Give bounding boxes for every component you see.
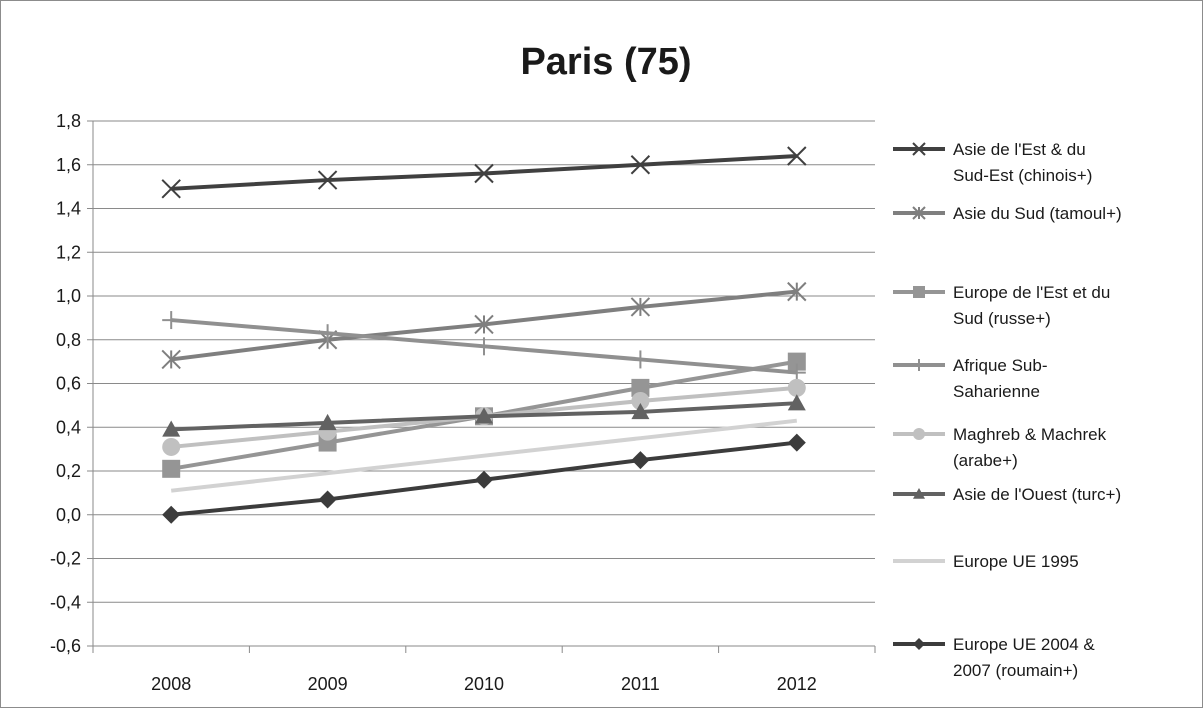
data-point-square [162, 459, 181, 478]
series-5 [162, 394, 806, 437]
y-tick-label: 0,2 [56, 461, 81, 481]
legend-label: Europe UE 1995 [953, 552, 1079, 571]
x-tick-label: 2011 [621, 674, 660, 694]
data-point-diamond [631, 451, 650, 470]
marker-stroke [161, 179, 181, 199]
data-point-star [912, 206, 926, 220]
series-lines [161, 146, 807, 524]
series-3 [162, 311, 806, 382]
series-7 [162, 433, 806, 524]
data-point-diamond [162, 505, 181, 524]
data-point-plus [913, 359, 925, 371]
axes: 1,8 1,6 1,4 1,2 1,0 0,8 0,6 0,4 0,2 0,0 -0,2 -0,4 -0… [50, 111, 876, 694]
legend-label: Europe de l'Est et du [953, 283, 1110, 302]
data-point-triangle [631, 402, 650, 420]
x-tick-label: 2010 [464, 674, 504, 694]
y-tick-label: -0,4 [50, 592, 81, 612]
x-tick-label: 2008 [151, 674, 191, 694]
legend-label: Asie de l'Est & du [953, 140, 1086, 159]
series-0 [161, 146, 807, 199]
marker-stroke [912, 142, 926, 156]
y-tick-label: 1,6 [56, 155, 81, 175]
legend-entry-2: Europe de l'Est et du Sud (russe+) [893, 283, 1110, 328]
data-point-circle [162, 437, 181, 456]
data-point-triangle [475, 407, 493, 424]
data-point-triangle [913, 488, 925, 499]
legend-entry-4: Maghreb & Machrek (arabe+) [893, 425, 1107, 470]
legend-label: Sud-Est (chinois+) [953, 166, 1092, 185]
data-point-square [913, 286, 925, 298]
legend-entry-1: Asie du Sud (tamoul+) [893, 204, 1122, 223]
y-tick-label: -0,2 [50, 549, 81, 569]
marker-stroke [474, 163, 494, 184]
data-point-x [630, 155, 651, 175]
data-point-circle [631, 392, 650, 410]
data-point-x [317, 170, 338, 190]
legend-label: Europe UE 2004 & [953, 635, 1095, 654]
data-point-circle [913, 428, 925, 440]
data-point-diamond [475, 470, 493, 489]
legend-entry-7: Europe UE 2004 & 2007 (roumain+) [893, 635, 1095, 680]
data-point-plus [162, 311, 181, 330]
grid-lines [93, 120, 875, 647]
data-point-plus [318, 324, 337, 343]
data-point-diamond [787, 433, 806, 452]
legend-entry-3: Afrique Sub- Saharienne [893, 356, 1048, 401]
legend-label: Maghreb & Machrek [953, 425, 1107, 444]
y-tick-label: 0,4 [56, 417, 81, 437]
series-line [170, 418, 798, 493]
data-point-triangle [318, 413, 337, 431]
y-tick-label: 1,4 [56, 199, 81, 219]
legend-label: 2007 (roumain+) [953, 661, 1078, 680]
data-point-x [161, 179, 181, 199]
data-point-star [787, 281, 807, 302]
legend-entry-5: Asie de l'Ouest (turc+) [893, 485, 1121, 504]
marker-stroke [630, 155, 651, 175]
legend-label: Asie de l'Ouest (turc+) [953, 485, 1121, 504]
data-point-star [630, 297, 651, 317]
legend-label: Sud (russe+) [953, 309, 1051, 328]
marker-stroke [787, 146, 807, 166]
x-tick-label: 2012 [777, 674, 817, 694]
data-point-triangle [162, 420, 181, 437]
data-point-diamond [318, 490, 337, 509]
legend-label: Asie du Sud (tamoul+) [953, 204, 1122, 223]
data-point-triangle [787, 394, 806, 411]
data-point-plus [475, 337, 493, 356]
y-tick-label: 1,8 [56, 111, 81, 131]
marker-stroke [317, 170, 338, 190]
data-point-star [474, 314, 494, 335]
data-point-square [631, 378, 650, 397]
y-tick-label: 0,6 [56, 374, 81, 394]
chart-title: Paris (75) [520, 41, 691, 83]
legend-label: Afrique Sub- [953, 356, 1048, 375]
data-point-plus [631, 350, 650, 369]
y-tick-label: -0,6 [50, 636, 81, 656]
legend-label: Saharienne [953, 382, 1040, 401]
legend-entry-0: Asie de l'Est & du Sud-Est (chinois+) [893, 140, 1092, 185]
data-point-x [474, 163, 494, 184]
data-point-circle [787, 378, 806, 397]
legend-label: (arabe+) [953, 451, 1018, 470]
data-point-x [787, 146, 807, 166]
y-tick-label: 0,8 [56, 330, 81, 350]
y-tick-label: 1,2 [56, 242, 81, 262]
legend-entry-6: Europe UE 1995 [893, 552, 1079, 571]
data-point-star [161, 349, 181, 370]
y-tick-label: 0,0 [56, 505, 81, 525]
data-point-x [912, 142, 926, 156]
data-point-diamond [913, 638, 925, 650]
y-tick-label: 1,0 [56, 286, 81, 306]
data-point-square [787, 352, 806, 371]
data-point-plus [787, 363, 806, 382]
series-6 [170, 418, 798, 493]
x-tick-label: 2009 [308, 674, 348, 694]
